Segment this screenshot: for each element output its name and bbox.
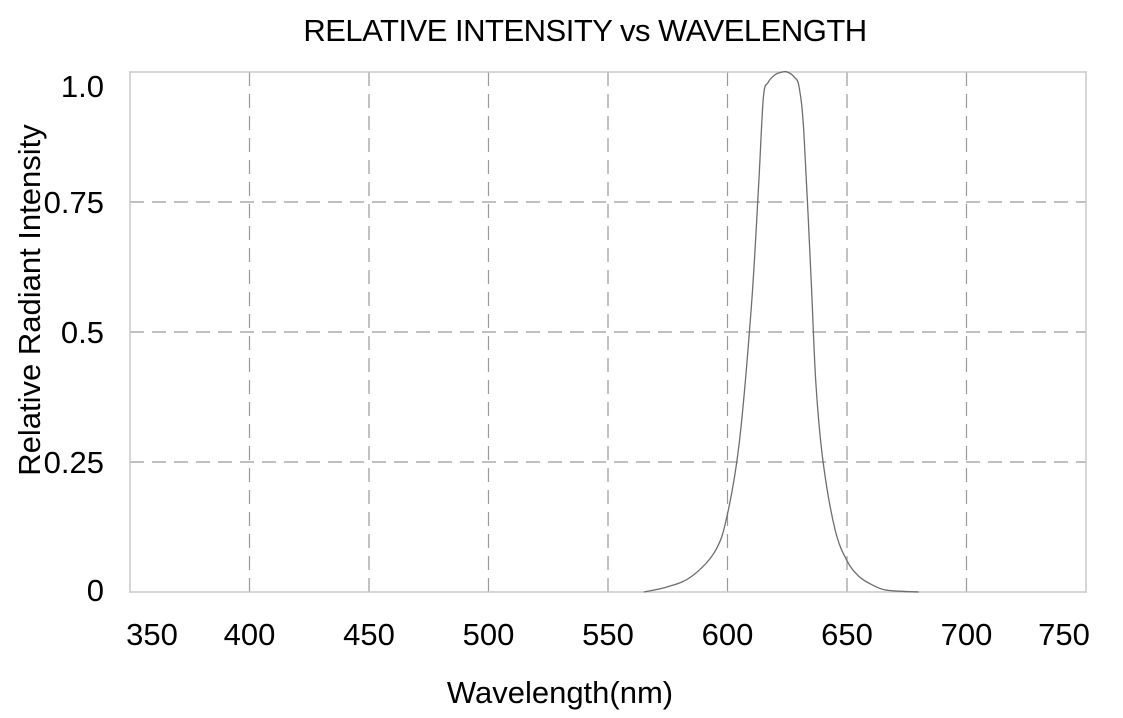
x-tick-label: 550	[582, 617, 634, 652]
x-tick-label: 450	[343, 617, 395, 652]
x-tick-label: 500	[463, 617, 515, 652]
y-tick-label: 0.25	[44, 445, 104, 480]
x-axis-label: Wavelength(nm)	[447, 675, 673, 710]
series-layer	[643, 70, 919, 593]
x-tick-label: 400	[224, 617, 276, 652]
y-tick-label: 1.0	[61, 69, 104, 104]
y-axis-label: Relative Radiant Intensity	[12, 124, 47, 476]
x-tick-label: 650	[821, 617, 873, 652]
chart-title: RELATIVE INTENSITY vs WAVELENGTH	[303, 13, 866, 48]
plot-frame	[129, 71, 1087, 593]
y-tick-label: 0.5	[61, 315, 104, 350]
y-tick-label: 0.75	[44, 185, 104, 220]
grid-lines	[130, 72, 1086, 592]
y-tick-labels: 0 0.25 0.5 0.75 1.0	[44, 69, 104, 608]
x-tick-label: 750	[1038, 617, 1090, 652]
y-tick-label: 0	[87, 573, 104, 608]
x-tick-label: 700	[941, 617, 993, 652]
x-tick-label: 600	[702, 617, 754, 652]
x-tick-labels: 350 400 450 500 550 600 650 700 750	[126, 617, 1090, 652]
spectrum-curve	[643, 70, 919, 593]
x-tick-label: 350	[126, 617, 178, 652]
